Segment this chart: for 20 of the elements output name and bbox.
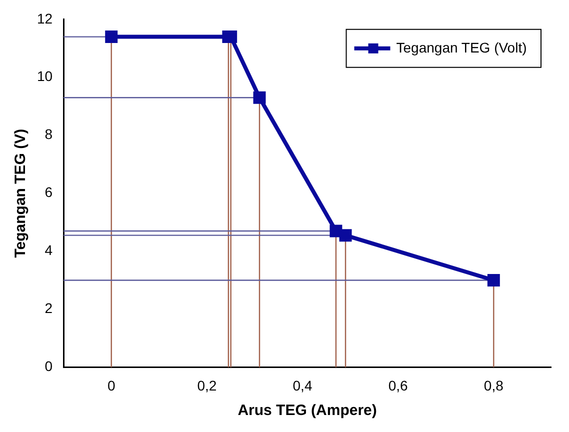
x-tick-label: 0,2 [197, 377, 217, 394]
x-axis-title: Arus TEG (Ampere) [238, 402, 377, 420]
x-tick-label: 0,6 [388, 377, 408, 394]
point [253, 91, 266, 104]
point [330, 224, 342, 238]
x-tick-label: 0 [107, 377, 116, 394]
y-tick-label: 10 [36, 68, 53, 84]
x-tick-label: 0,4 [292, 377, 312, 394]
y-tick-label: 0 [44, 358, 53, 374]
y-tick-label: 8 [44, 126, 53, 142]
y-axis-title: Tegangan TEG (V) [12, 128, 30, 258]
point [105, 30, 118, 44]
point [339, 229, 352, 242]
y-tick-label: 2 [44, 300, 53, 316]
y-tick-label: 12 [36, 10, 53, 26]
y-tick-label: 4 [44, 242, 53, 258]
x-tick-label: 0,8 [484, 377, 504, 394]
legend-label: Tegangan TEG (Volt) [396, 39, 527, 56]
y-tick-label: 6 [44, 184, 53, 200]
point [487, 274, 500, 286]
